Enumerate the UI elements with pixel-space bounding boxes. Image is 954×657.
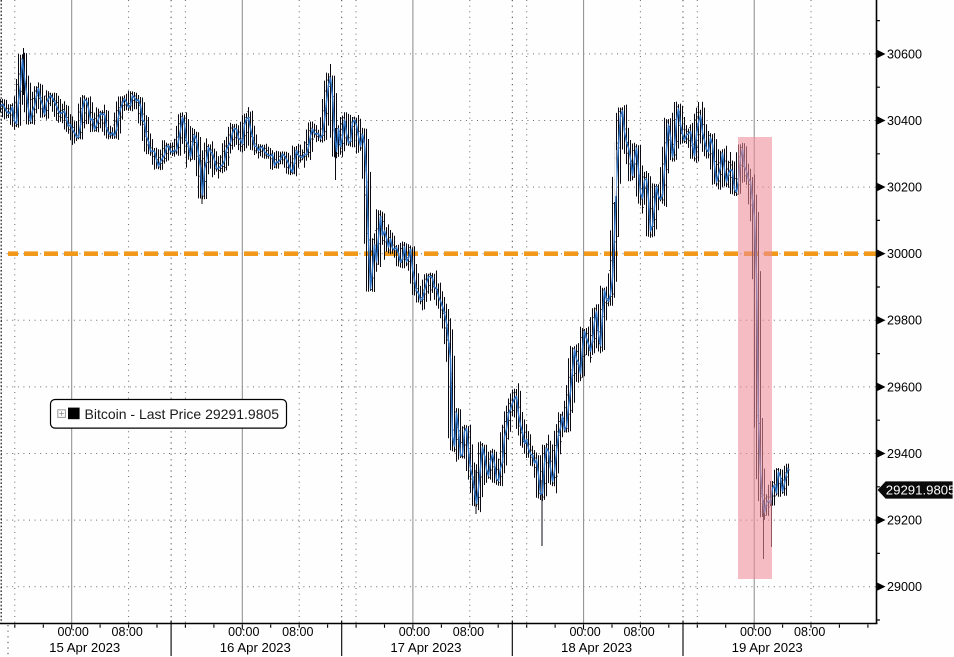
svg-text:29400: 29400 (887, 447, 922, 461)
svg-text:00:00: 00:00 (569, 625, 600, 639)
svg-text:15 Apr 2023: 15 Apr 2023 (49, 640, 120, 655)
svg-text:17 Apr 2023: 17 Apr 2023 (390, 640, 461, 655)
svg-text:00:00: 00:00 (399, 625, 430, 639)
svg-text:19 Apr 2023: 19 Apr 2023 (732, 640, 803, 655)
svg-text:30000: 30000 (887, 247, 922, 261)
svg-text:08:00: 08:00 (794, 625, 825, 639)
svg-text:00:00: 00:00 (58, 625, 89, 639)
svg-text:08:00: 08:00 (623, 625, 654, 639)
svg-text:16 Apr 2023: 16 Apr 2023 (220, 640, 291, 655)
svg-text:29291.9805: 29291.9805 (886, 483, 954, 498)
svg-text:Bitcoin - Last Price 29291.980: Bitcoin - Last Price 29291.9805 (85, 406, 280, 422)
svg-text:18 Apr 2023: 18 Apr 2023 (561, 640, 632, 655)
svg-text:29600: 29600 (887, 380, 922, 394)
svg-text:08:00: 08:00 (112, 625, 143, 639)
svg-text:30200: 30200 (887, 181, 922, 195)
svg-text:30600: 30600 (887, 47, 922, 61)
svg-text:00:00: 00:00 (228, 625, 259, 639)
svg-text:29000: 29000 (887, 580, 922, 594)
svg-text:08:00: 08:00 (282, 625, 313, 639)
svg-text:29800: 29800 (887, 314, 922, 328)
svg-text:30400: 30400 (887, 114, 922, 128)
svg-text:29200: 29200 (887, 514, 922, 528)
svg-text:08:00: 08:00 (453, 625, 484, 639)
svg-text:00:00: 00:00 (740, 625, 771, 639)
